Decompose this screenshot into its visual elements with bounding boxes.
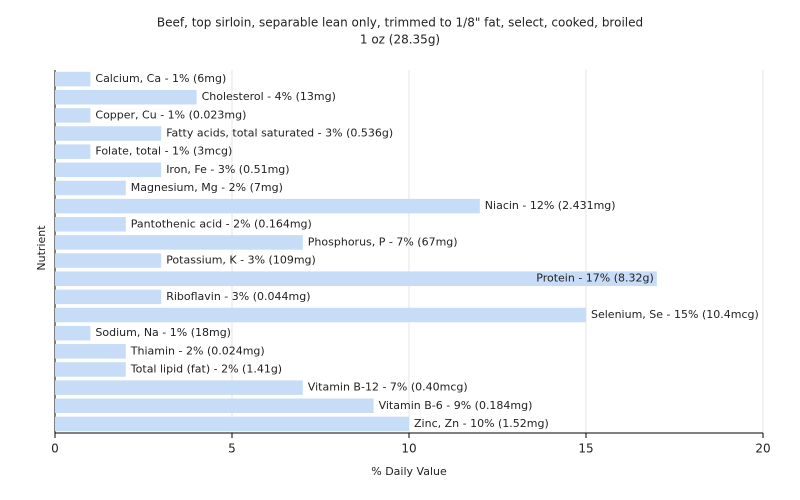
bar <box>55 126 162 141</box>
bar <box>55 398 374 414</box>
bar <box>55 217 126 232</box>
data-label: Phosphorus, P - 7% (67mg) <box>308 235 458 248</box>
x-tick-label: 10 <box>401 442 416 456</box>
data-label: Pantothenic acid - 2% (0.164mg) <box>131 217 312 230</box>
data-label: Calcium, Ca - 1% (6mg) <box>95 72 226 85</box>
bar <box>55 108 91 123</box>
y-axis-label: Nutrient <box>35 225 48 271</box>
bar <box>55 289 162 305</box>
bar <box>55 235 303 250</box>
data-label: Thiamin - 2% (0.024mg) <box>130 344 265 357</box>
bar <box>55 180 126 196</box>
data-label: Iron, Fe - 3% (0.51mg) <box>166 163 289 176</box>
x-axis-label: % Daily Value <box>371 465 447 478</box>
data-label: Zinc, Zn - 10% (1.52mg) <box>414 417 549 430</box>
chart-title: Beef, top sirloin, separable lean only, … <box>157 16 643 30</box>
bar <box>55 253 162 268</box>
data-label: Folate, total - 1% (3mcg) <box>95 145 232 158</box>
bar <box>55 198 480 214</box>
x-tick-label: 20 <box>755 442 770 456</box>
bar <box>55 380 303 395</box>
data-label: Vitamin B-6 - 9% (0.184mg) <box>379 399 533 412</box>
bar <box>55 362 126 377</box>
x-tick-label: 0 <box>51 442 59 456</box>
data-label: Niacin - 12% (2.431mg) <box>485 199 616 212</box>
data-label: Total lipid (fat) - 2% (1.41g) <box>130 362 282 375</box>
bar <box>55 307 586 323</box>
data-label: Cholesterol - 4% (13mg) <box>202 90 336 103</box>
data-label: Fatty acids, total saturated - 3% (0.536… <box>166 127 393 140</box>
chart-subtitle: 1 oz (28.35g) <box>360 33 440 47</box>
data-label: Riboflavin - 3% (0.044mg) <box>166 290 310 303</box>
bar <box>55 89 197 105</box>
data-label: Copper, Cu - 1% (0.023mg) <box>95 108 246 121</box>
bar <box>55 162 162 178</box>
bar <box>55 71 91 87</box>
data-label: Selenium, Se - 15% (10.4mcg) <box>591 308 759 321</box>
bar <box>55 325 91 341</box>
data-label: Sodium, Na - 1% (18mg) <box>95 326 231 339</box>
data-label: Potassium, K - 3% (109mg) <box>166 254 316 267</box>
x-tick-label: 5 <box>228 442 236 456</box>
bar <box>55 271 657 286</box>
x-tick-label: 15 <box>578 442 593 456</box>
data-label: Magnesium, Mg - 2% (7mg) <box>131 181 283 194</box>
bar <box>55 144 91 159</box>
bar <box>55 344 126 359</box>
data-label: Protein - 17% (8.32g) <box>536 272 654 285</box>
data-label: Vitamin B-12 - 7% (0.40mcg) <box>308 381 468 394</box>
bar <box>55 416 409 432</box>
